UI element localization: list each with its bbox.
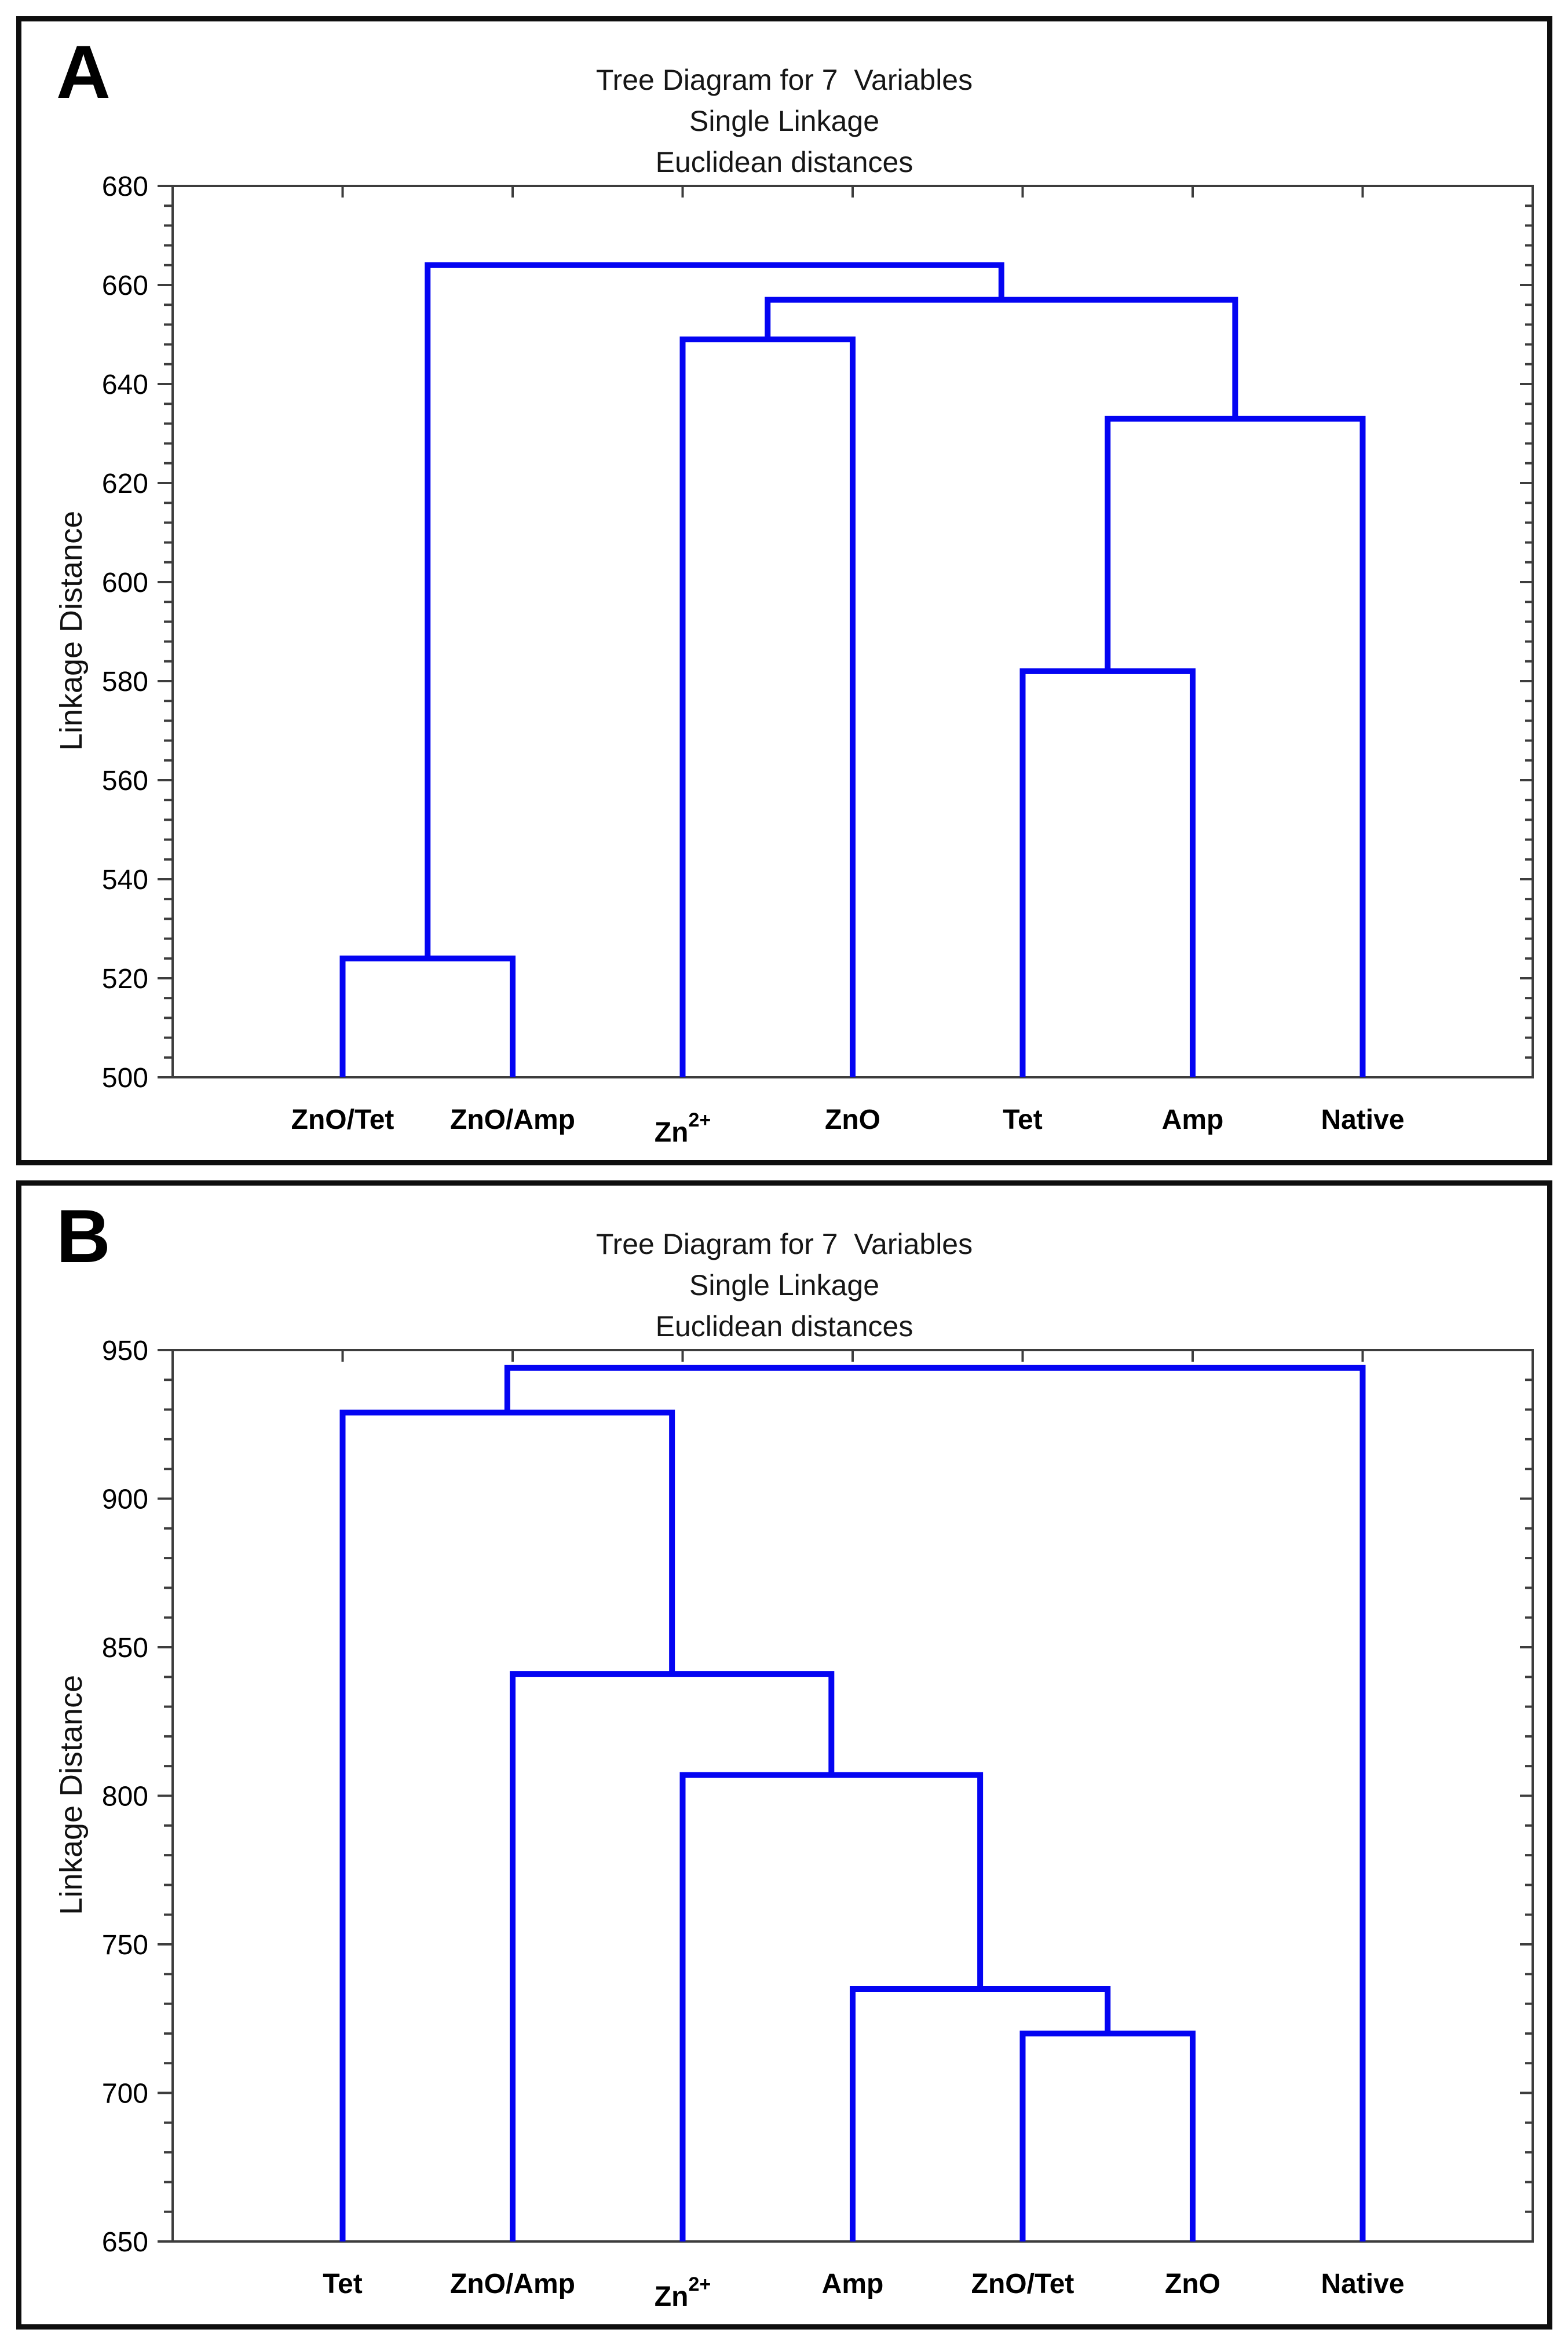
merge-link-664	[425, 262, 1004, 959]
panel-b-title-line3: Euclidean distances	[655, 1310, 913, 1343]
panel-b-title-line2: Single Linkage	[689, 1269, 880, 1301]
dendrogram-b	[339, 1365, 1366, 2241]
leaf-label-zno-amp: ZnO/Amp	[450, 2269, 575, 2299]
panel-b-letter: B	[56, 1194, 111, 1278]
leaf-label-tet: Tet	[1003, 1105, 1042, 1135]
panel-a: A Tree Diagram for 7 Variables Single Lin…	[16, 16, 1552, 1165]
panel-a-title-line2: Single Linkage	[689, 105, 880, 137]
leaf-label-zno-amp: ZnO/Amp	[450, 1105, 575, 1135]
y-tick-label-560: 560	[102, 766, 148, 796]
merge-link-735	[850, 1985, 1111, 2241]
y-tick-labels: 650 700 750 800 850 900 950	[102, 1336, 148, 2258]
y-tick-label-750: 750	[102, 1930, 148, 1961]
panel-b-dendrogram-plot: 650 700 750 800 850 900 950 Tet ZnO/Amp Zn2+ Amp Zn…	[102, 1336, 1534, 2312]
merge-link-929	[339, 1409, 675, 2241]
y-tick-label-640: 640	[102, 370, 148, 400]
panel-a-title: Tree Diagram for 7 Variables Single Linka…	[21, 60, 1547, 183]
merge-link-807	[679, 1772, 984, 2241]
y-tick-label-950: 950	[102, 1336, 148, 1366]
y-tick-labels: 500 520 540 560 580 600 620 640 660 680	[102, 171, 148, 1094]
panel-a-letter: A	[56, 30, 111, 114]
panel-a-title-line3: Euclidean distances	[655, 146, 913, 178]
merge-link-524	[339, 955, 516, 1077]
y-tick-label-680: 680	[102, 171, 148, 202]
panel-b-title-line1: Tree Diagram for 7 Variables	[595, 1228, 973, 1260]
dendrogram-a	[339, 262, 1366, 1077]
merge-link-649	[679, 337, 856, 1077]
leaf-label-zn-sup: Zn2+	[655, 2273, 711, 2312]
x-leaf-labels: ZnO/Tet ZnO/Amp Zn2+ ZnO Tet Amp Native	[291, 1105, 1405, 1148]
axis-ticks	[158, 185, 1533, 1078]
merge-link-841	[510, 1671, 835, 2241]
y-tick-label-580: 580	[102, 667, 148, 697]
leaf-label-tet: Tet	[323, 2269, 362, 2299]
y-tick-label-650: 650	[102, 2227, 148, 2258]
y-tick-label-800: 800	[102, 1782, 148, 1812]
y-tick-label-900: 900	[102, 1484, 148, 1515]
panel-b: B Tree Diagram for 7 Variables Single Lin…	[16, 1180, 1552, 2330]
merge-link-944	[504, 1365, 1366, 2241]
x-leaf-labels: Tet ZnO/Amp Zn2+ Amp ZnO/Tet ZnO Native	[323, 2269, 1404, 2312]
leaf-label-native: Native	[1321, 1105, 1404, 1135]
y-tick-label-520: 520	[102, 964, 148, 994]
y-tick-label-500: 500	[102, 1063, 148, 1094]
leaf-label-zno: ZnO	[1165, 2269, 1220, 2299]
y-tick-label-540: 540	[102, 865, 148, 895]
y-tick-label-850: 850	[102, 1633, 148, 1663]
leaf-label-native: Native	[1321, 2269, 1404, 2299]
panel-a-title-line1: Tree Diagram for 7 Variables	[595, 64, 973, 96]
leaf-label-amp: Amp	[1162, 1105, 1224, 1135]
y-tick-label-660: 660	[102, 270, 148, 301]
leaf-label-zno-tet: ZnO/Tet	[971, 2269, 1074, 2299]
panel-b-title: Tree Diagram for 7 Variables Single Linka…	[21, 1224, 1547, 1347]
leaf-label-zno: ZnO	[825, 1105, 880, 1135]
y-tick-label-600: 600	[102, 568, 148, 598]
leaf-label-zn-sup: Zn2+	[655, 1109, 711, 1148]
merge-link-657	[765, 297, 1238, 419]
merge-link-582	[1019, 668, 1196, 1077]
leaf-label-amp: Amp	[822, 2269, 884, 2299]
axis-ticks	[158, 1349, 1533, 2243]
merge-link-720	[1019, 2030, 1196, 2241]
leaf-label-zno-tet: ZnO/Tet	[291, 1105, 394, 1135]
y-tick-label-700: 700	[102, 2079, 148, 2109]
y-tick-label-620: 620	[102, 469, 148, 499]
merge-link-633	[1105, 415, 1366, 1077]
